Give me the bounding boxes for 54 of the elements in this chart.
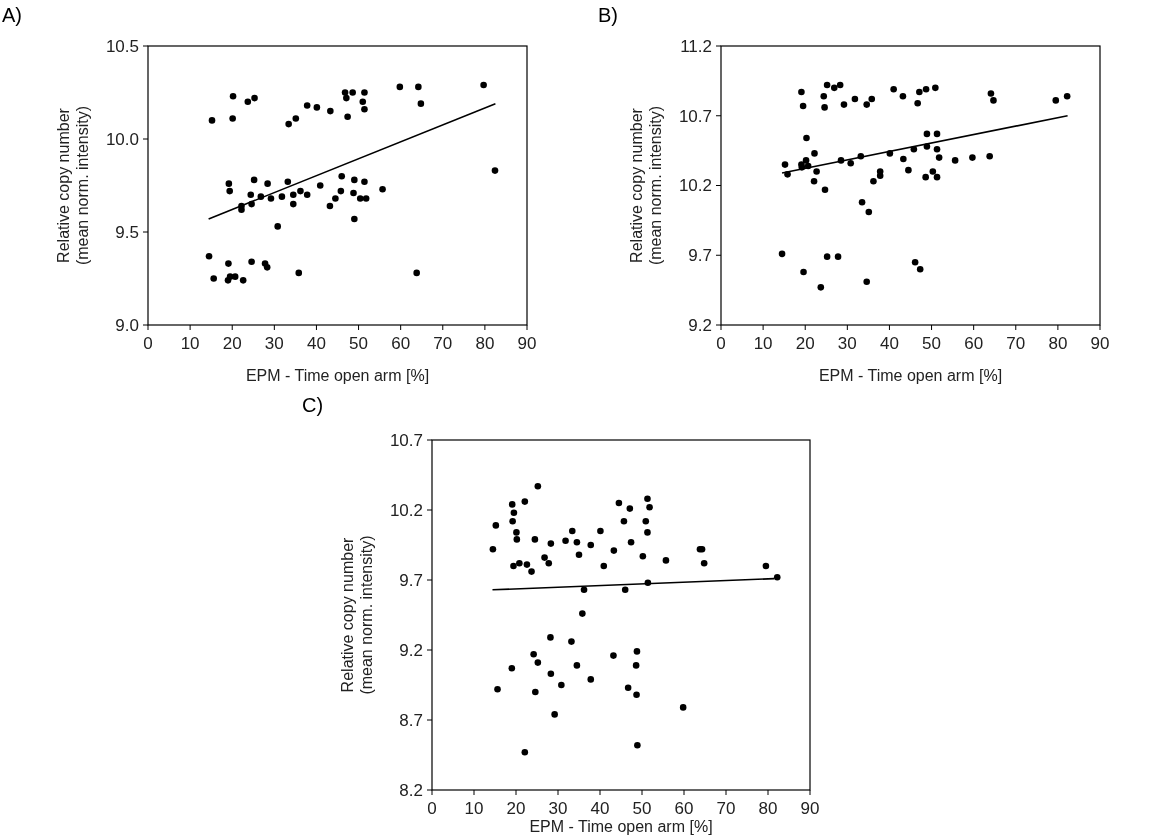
x-tick-label: 40: [306, 334, 326, 353]
x-tick-label: 20: [222, 334, 242, 353]
y-tick-label: 9.2: [688, 315, 712, 335]
x-tick-label: 20: [506, 799, 526, 818]
y-tick-label: 9.5: [115, 222, 139, 242]
x-tick-label: 10: [464, 799, 484, 818]
chart-title: C): [302, 394, 324, 416]
chart-title: A): [2, 4, 22, 26]
x-tick-label: 30: [548, 799, 568, 818]
y-tick-label: 11.2: [680, 36, 712, 56]
x-tick-label: 60: [674, 799, 694, 818]
x-axis-title: EPM - Time open arm [%]: [529, 818, 713, 835]
y-tick-label: 8.2: [399, 780, 423, 800]
x-tick-label: 50: [349, 334, 369, 353]
x-tick-label: 70: [716, 799, 736, 818]
x-tick-label: 30: [264, 334, 284, 353]
x-tick-label: 10: [180, 334, 200, 353]
y-axis-title: Relative copy number (mean norm. intensity): [338, 535, 375, 695]
x-tick-label: 80: [1048, 334, 1068, 353]
y-tick-label: 9.2: [399, 640, 423, 660]
x-tick-label: 70: [433, 334, 453, 353]
x-tick-label: 80: [475, 334, 495, 353]
y-tick-label: 10.2: [389, 500, 423, 520]
y-axis-title: Relative copy number (mean norm. intensity): [54, 105, 91, 266]
x-tick-label: 0: [427, 799, 437, 818]
x-tick-label: 90: [800, 799, 820, 818]
x-tick-label: 70: [1006, 334, 1026, 353]
x-tick-label: 40: [879, 334, 899, 353]
x-tick-label: 0: [716, 334, 726, 353]
x-tick-label: 90: [517, 334, 537, 353]
x-tick-label: 90: [1090, 334, 1110, 353]
x-tick-label: 30: [837, 334, 857, 353]
y-tick-label: 10.5: [105, 36, 139, 56]
x-tick-label: 50: [922, 334, 942, 353]
y-tick-label: 10.7: [678, 106, 712, 126]
x-axis-title: EPM - Time open arm [%]: [245, 367, 430, 384]
x-tick-label: 60: [964, 334, 984, 353]
y-tick-label: 9.0: [115, 315, 139, 335]
x-tick-label: 60: [391, 334, 411, 353]
x-tick-label: 20: [795, 334, 815, 353]
y-tick-label: 9.7: [688, 246, 712, 266]
x-tick-label: 50: [632, 799, 652, 818]
x-tick-label: 10: [753, 334, 773, 353]
y-tick-label: 10.2: [678, 176, 712, 196]
y-tick-label: 8.7: [399, 710, 423, 730]
y-tick-label: 9.7: [399, 570, 423, 590]
x-axis-title: EPM - Time open arm [%]: [818, 367, 1003, 384]
x-tick-label: 80: [758, 799, 778, 818]
y-axis-title: Relative copy number (mean norm. intensity): [627, 105, 664, 266]
x-tick-label: 40: [590, 799, 610, 818]
x-tick-label: 0: [143, 334, 153, 353]
y-tick-label: 10.0: [105, 129, 139, 149]
y-tick-label: 10.7: [389, 430, 423, 450]
chart-title: B): [598, 4, 618, 26]
